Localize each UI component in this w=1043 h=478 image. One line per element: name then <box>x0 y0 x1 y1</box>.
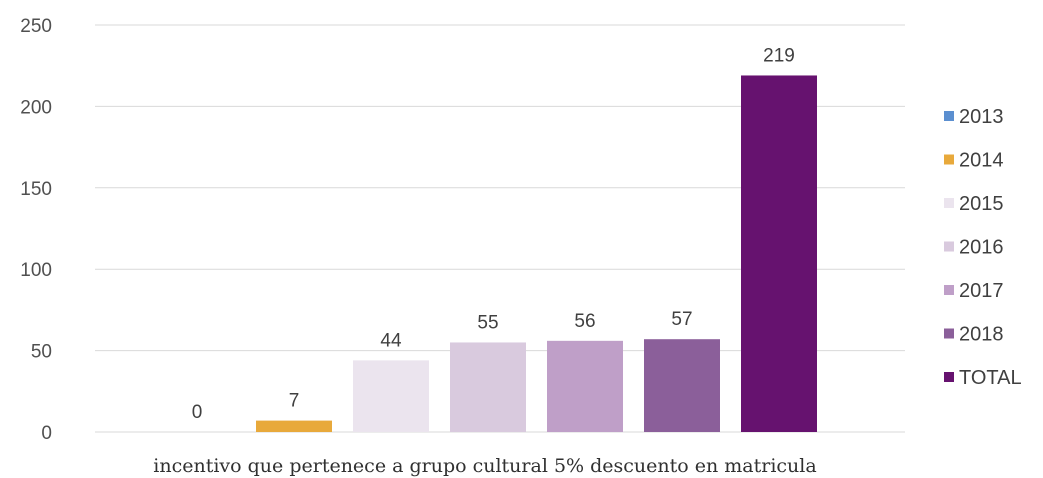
data-label-2016: 55 <box>477 312 498 333</box>
legend-swatch <box>944 241 954 252</box>
data-label-2017: 56 <box>574 311 595 332</box>
legend-swatch <box>944 328 954 339</box>
legend-label: 2016 <box>959 237 1004 259</box>
bar-2014 <box>256 420 332 432</box>
legend-swatch <box>944 198 954 208</box>
y-tick-label: 250 <box>20 16 52 37</box>
y-axis-ticks: 0 50 100 150 200 250 <box>20 16 52 444</box>
data-label-2014: 7 <box>289 391 300 412</box>
legend-item-2015[interactable]: 2015 <box>944 193 1004 215</box>
y-tick-label: 0 <box>41 423 52 444</box>
legend-swatch <box>944 372 954 382</box>
bar-2018 <box>644 339 720 432</box>
bars <box>256 75 817 432</box>
bar-2017 <box>547 340 623 432</box>
data-label-2018: 57 <box>671 309 692 330</box>
legend-label: TOTAL <box>959 367 1022 389</box>
legend-label: 2018 <box>959 324 1004 346</box>
legend-item-2014[interactable]: 2014 <box>944 150 1004 172</box>
legend-swatch <box>944 285 954 295</box>
legend-label: 2014 <box>959 150 1004 172</box>
data-label-total: 219 <box>763 45 795 66</box>
legend-item-2016[interactable]: 2016 <box>944 237 1004 259</box>
legend-item-total[interactable]: TOTAL <box>944 367 1022 389</box>
data-label-2013: 0 <box>192 402 203 423</box>
legend-item-2013[interactable]: 2013 <box>944 106 1004 128</box>
legend-item-2017[interactable]: 2017 <box>944 280 1004 302</box>
legend-label: 2017 <box>959 280 1004 302</box>
legend-label: 2015 <box>959 193 1004 215</box>
data-label-2015: 44 <box>380 330 402 351</box>
data-labels: 0 7 44 55 56 57 219 <box>192 45 795 423</box>
legend-label: 2013 <box>959 106 1004 128</box>
y-tick-label: 50 <box>31 342 52 363</box>
category-label: incentivo que pertenece a grupo cultural… <box>153 455 816 477</box>
legend-item-2018[interactable]: 2018 <box>944 324 1004 346</box>
legend-swatch <box>944 111 954 121</box>
y-tick-label: 200 <box>20 97 52 118</box>
bar-total <box>741 75 817 432</box>
bar-2015 <box>353 360 429 432</box>
legend-swatch <box>944 154 954 165</box>
y-tick-label: 150 <box>20 179 52 200</box>
y-tick-label: 100 <box>20 260 52 281</box>
legend[interactable]: 2013 2014 2015 2016 2017 2018 TOTAL <box>944 106 1022 389</box>
bar-2016 <box>450 342 526 432</box>
